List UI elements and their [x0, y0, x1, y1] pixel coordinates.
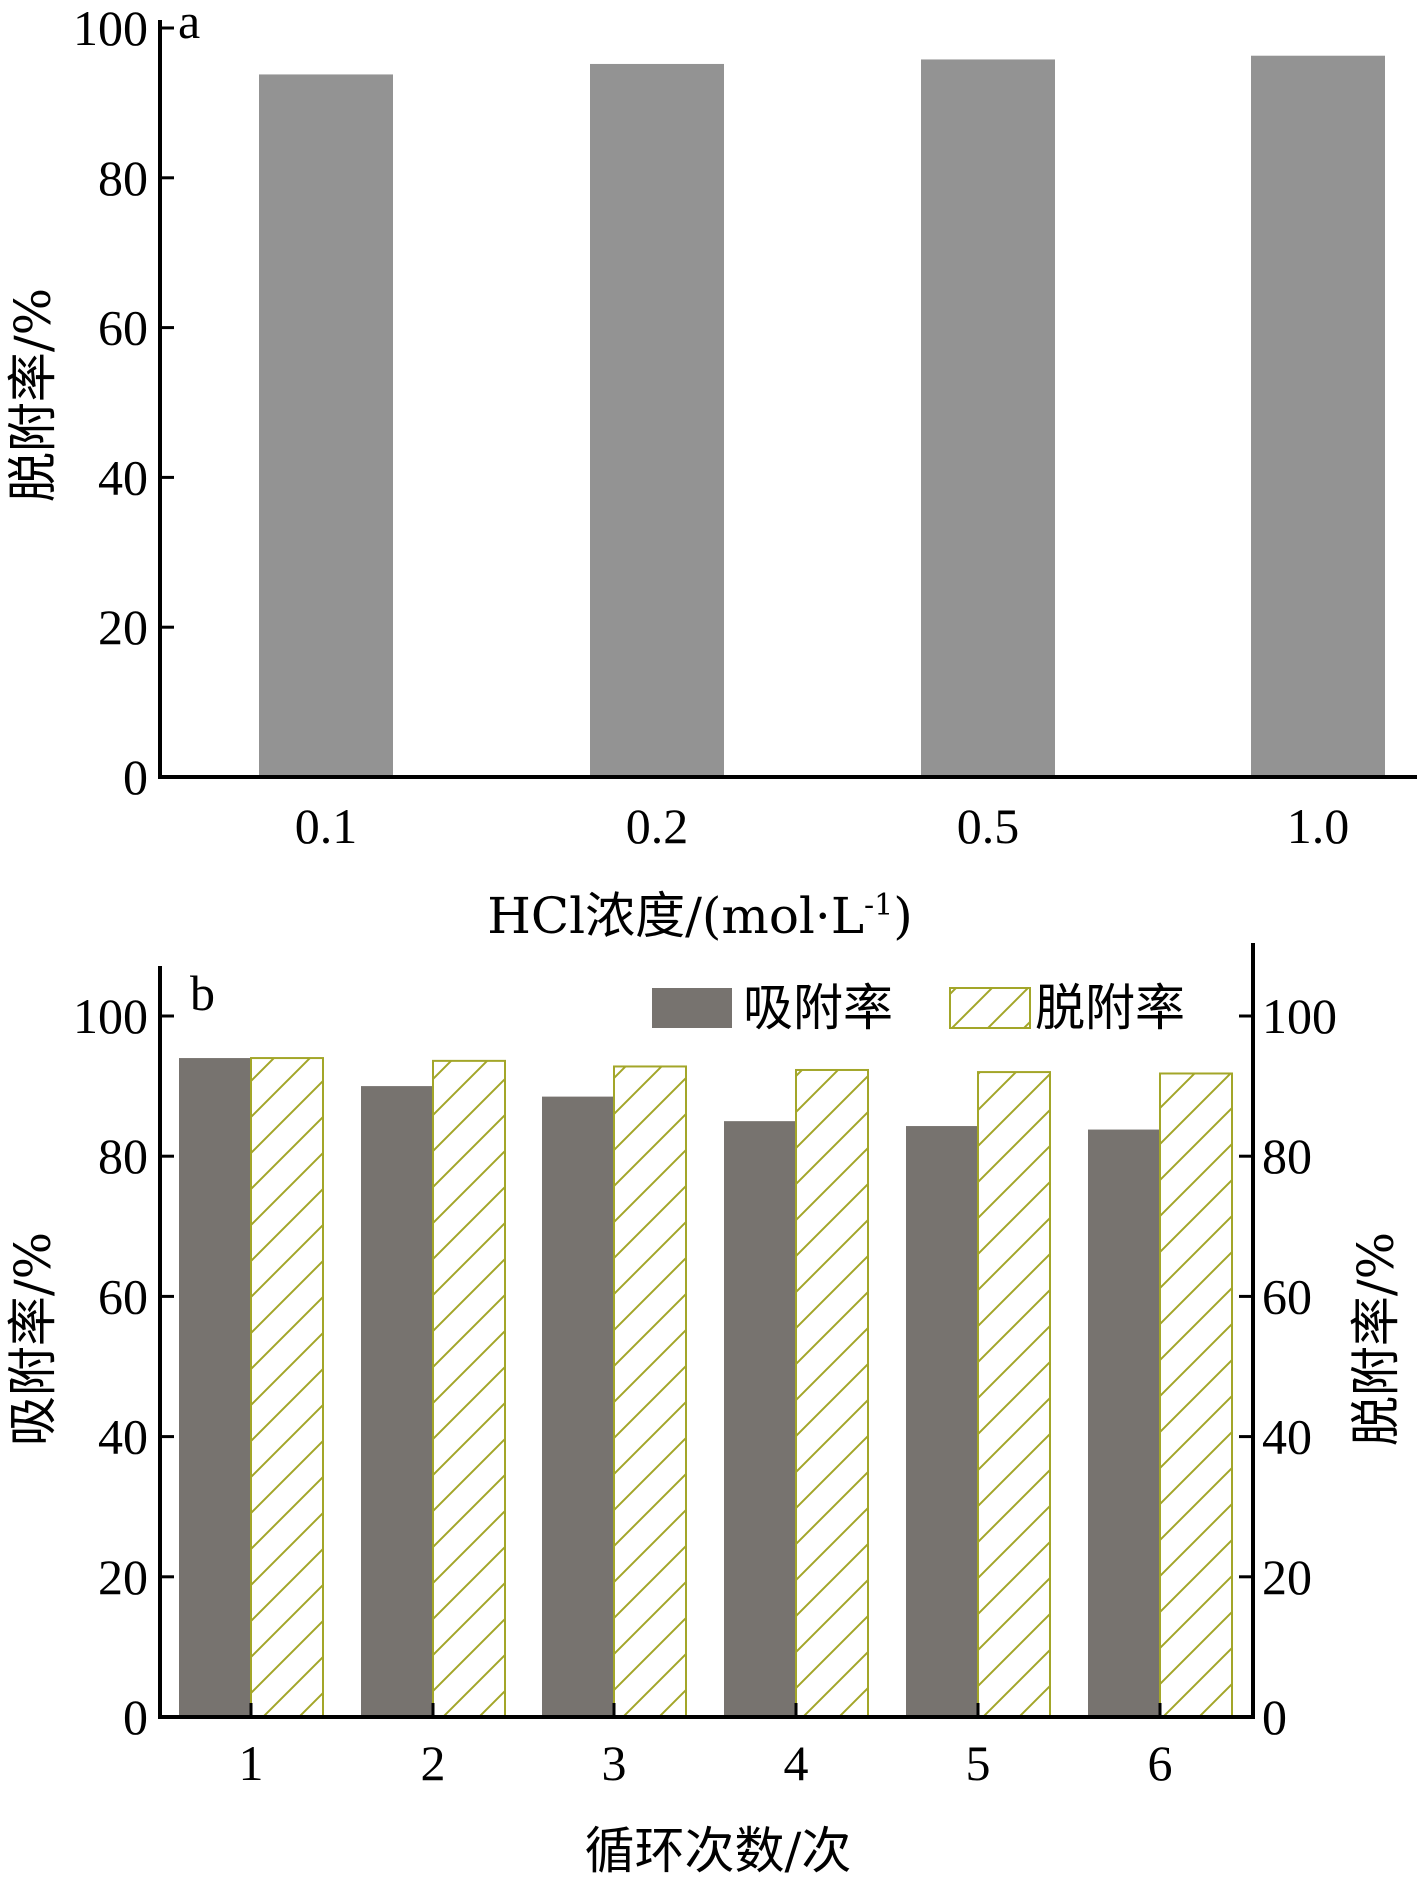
panel-a-x-tick-label: 0.2 — [626, 798, 689, 854]
panel-b-bar-desorption-4 — [795, 1068, 869, 1719]
panel-b-bar-desorption-6 — [1159, 1072, 1233, 1719]
panel-a-x-tick-label: 1.0 — [1287, 798, 1350, 854]
legend-label-adsorption: 吸附率 — [743, 979, 893, 1037]
panel-a-y-tick-label: 100 — [73, 0, 148, 56]
panel-b-left-axis-title: 吸附率/% — [4, 1232, 62, 1446]
panel-a: a 0 20 40 60 80 100 0.1 0.2 0.5 1.0 脱附率/% HCl浓度/… — [4, 0, 1417, 945]
panel-b-bar-adsorption-2 — [361, 1086, 433, 1717]
panel-b-bar-desorption-1 — [250, 1057, 324, 1719]
panel-b-legend: 吸附率 脱附率 — [652, 979, 1185, 1037]
panel-b-bar-adsorption-4 — [724, 1121, 796, 1717]
panel-b-bar-adsorption-6 — [1088, 1129, 1160, 1717]
panel-b-label: b — [190, 965, 215, 1021]
panel-b-bar-adsorption-1 — [179, 1058, 251, 1717]
panel-b-x-tick-label: 4 — [784, 1735, 809, 1791]
panel-a-y-tick-label: 60 — [98, 300, 148, 356]
panel-b-left-tick-label: 80 — [98, 1128, 148, 1184]
panel-a-bar-0.5 — [921, 59, 1055, 777]
panel-a-x-axis-title: HCl浓度/(mol·L-1) — [487, 887, 913, 945]
panel-b-bar-adsorption-5 — [906, 1126, 978, 1717]
panel-a-bar-1.0 — [1251, 55, 1385, 777]
panel-b-bar-desorption-2 — [432, 1059, 506, 1718]
panel-b-left-tick-label: 60 — [98, 1268, 148, 1324]
panel-a-y-tick-label: 80 — [98, 150, 148, 206]
panel-b-bar-adsorption-3 — [542, 1096, 614, 1717]
panel-b-left-tick-label: 40 — [98, 1409, 148, 1465]
panel-b-right-tick-label: 0 — [1262, 1689, 1287, 1745]
panel-b-x-ticks: 1 2 3 4 5 6 — [239, 1703, 1173, 1791]
panel-b-right-tick-label: 60 — [1262, 1268, 1312, 1324]
panel-a-x-ticks: 0.1 0.2 0.5 1.0 — [295, 798, 1350, 854]
panel-b-x-axis-title: 循环次数/次 — [585, 1822, 852, 1880]
legend-swatch-desorption — [949, 987, 1031, 1029]
panel-b-right-tick-label: 20 — [1262, 1549, 1312, 1605]
panel-b-x-tick-label: 5 — [966, 1735, 991, 1791]
panel-a-y-axis-title: 脱附率/% — [4, 288, 62, 502]
panel-b-bars — [179, 1057, 1233, 1719]
panel-b-bar-desorption-5 — [977, 1071, 1051, 1718]
panel-b-bar-desorption-3 — [613, 1065, 687, 1719]
panel-a-y-tick-label: 20 — [98, 599, 148, 655]
panel-b-left-tick-label: 20 — [98, 1549, 148, 1605]
panel-a-x-tick-label: 0.1 — [295, 798, 358, 854]
panel-b-left-ticks: 0 20 40 60 80 100 — [73, 988, 174, 1745]
panel-b-x-tick-label: 2 — [421, 1735, 446, 1791]
panel-b-left-tick-label: 0 — [123, 1689, 148, 1745]
panel-a-bar-0.2 — [590, 63, 724, 777]
panel-b-right-ticks: 0 20 40 60 80 100 — [1239, 988, 1337, 1745]
panel-b-right-tick-label: 80 — [1262, 1128, 1312, 1184]
legend-swatch-adsorption — [652, 988, 732, 1028]
panel-b-x-tick-label: 1 — [239, 1735, 264, 1791]
panel-a-bars — [259, 55, 1385, 778]
panel-b: b 0 20 40 60 80 100 0 20 40 60 80 100 1 2 3 4 5 6 吸附率/%… — [4, 943, 1405, 1880]
panel-a-x-tick-label: 0.5 — [957, 798, 1020, 854]
panel-b-right-tick-label: 100 — [1262, 988, 1337, 1044]
panel-b-left-tick-label: 100 — [73, 988, 148, 1044]
panel-a-label: a — [178, 0, 200, 49]
legend-label-desorption: 脱附率 — [1035, 979, 1185, 1037]
panel-a-y-ticks: 0 20 40 60 80 100 — [73, 0, 174, 805]
panel-b-x-tick-label: 3 — [602, 1735, 627, 1791]
panel-b-right-axis-title: 脱附率/% — [1347, 1232, 1405, 1446]
panel-b-right-tick-label: 40 — [1262, 1409, 1312, 1465]
panel-a-y-tick-label: 40 — [98, 449, 148, 505]
panel-a-bar-0.1 — [259, 74, 393, 778]
panel-a-y-tick-label: 0 — [123, 749, 148, 805]
panel-b-x-tick-label: 6 — [1148, 1735, 1173, 1791]
